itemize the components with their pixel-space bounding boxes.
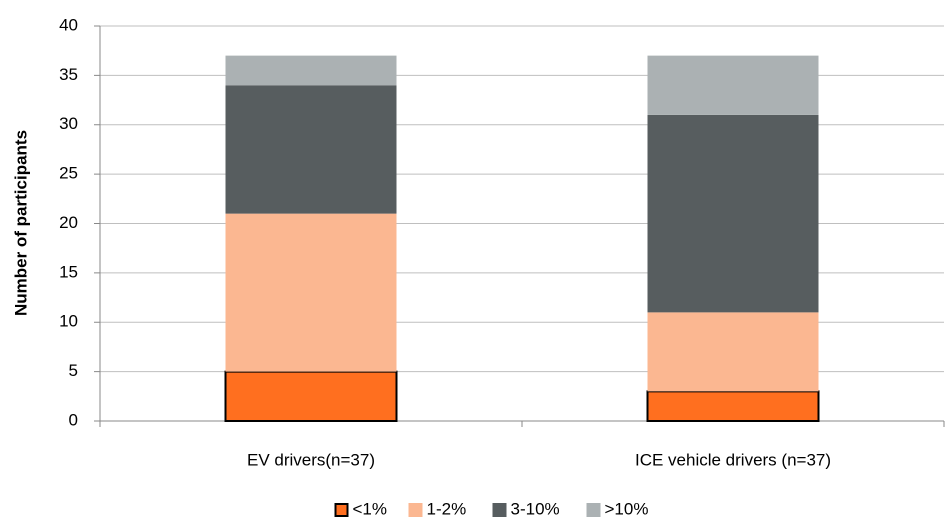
legend-label: >10% (605, 499, 649, 518)
y-tick-label: 15 (59, 262, 78, 281)
legend-swatch (492, 503, 507, 517)
x-tick-label: ICE vehicle drivers (n=37) (635, 450, 831, 469)
bar-segment (647, 114, 819, 313)
y-axis-title: Number of participants (11, 130, 30, 316)
bar-segment (224, 370, 398, 422)
bar-segment (225, 85, 397, 214)
legend-label: <1% (353, 499, 388, 518)
bar-segment (225, 55, 397, 86)
legend-swatch (334, 503, 349, 517)
y-tick-label: 10 (59, 312, 78, 331)
y-tick-label: 20 (59, 213, 78, 232)
legend-label: 3-10% (511, 499, 560, 518)
bar-segment (225, 213, 397, 372)
y-tick-label: 30 (59, 114, 78, 133)
legend-label: 1-2% (427, 499, 467, 518)
legend-swatch (586, 503, 601, 517)
bar-segment (646, 390, 820, 422)
x-tick-label: EV drivers(n=37) (247, 450, 375, 469)
y-tick-label: 0 (69, 410, 78, 429)
y-tick-label: 35 (59, 65, 78, 84)
y-tick-label: 25 (59, 164, 78, 183)
bar-segment (647, 55, 819, 115)
y-tick-label: 40 (59, 15, 78, 34)
bar-segment (647, 312, 819, 392)
y-tick-label: 5 (69, 361, 78, 380)
legend-swatch (408, 503, 423, 517)
